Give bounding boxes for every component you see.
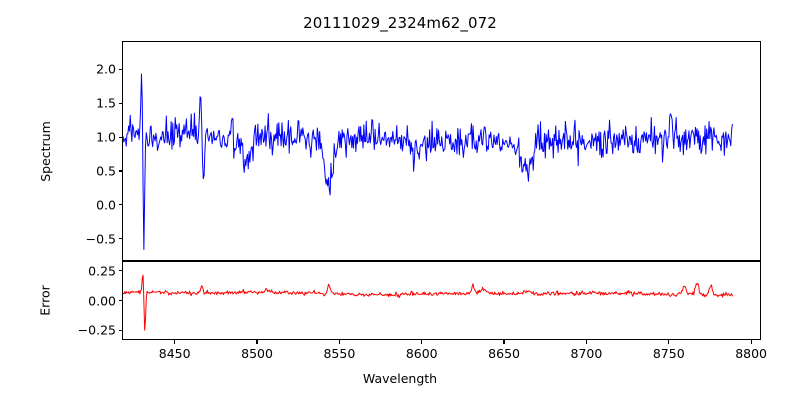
ytick-label-spectrum-5: 2.0 — [96, 61, 116, 77]
xtick-mark-3 — [421, 340, 423, 344]
xtick-label-6: 8750 — [652, 346, 685, 361]
ytick-label-spectrum-3: 1.0 — [96, 129, 116, 145]
ytick-label-spectrum-2: 0.5 — [96, 163, 116, 179]
y-axis-label-spectrum: Spectrum — [37, 120, 53, 182]
ytick-mark-spectrum-3 — [118, 136, 122, 138]
ytick-mark-error-1 — [118, 299, 122, 302]
error-plot-panel — [122, 261, 761, 340]
ytick-mark-spectrum-5 — [118, 68, 122, 71]
ytick-mark-error-0 — [118, 329, 122, 331]
xtick-mark-5 — [585, 340, 587, 344]
xtick-mark-2 — [338, 340, 340, 344]
xtick-mark-4 — [503, 340, 505, 344]
xtick-label-7: 8800 — [735, 346, 768, 361]
error-trace — [123, 274, 733, 331]
ytick-label-error-1: 0.00 — [88, 293, 116, 308]
ytick-label-spectrum-0: −0.5 — [85, 231, 116, 247]
ytick-mark-spectrum-2 — [118, 170, 122, 172]
ytick-label-error-0: −0.25 — [77, 322, 116, 338]
xtick-mark-6 — [668, 340, 670, 344]
xtick-label-3: 8600 — [405, 346, 438, 361]
ytick-mark-spectrum-0 — [118, 238, 122, 240]
xtick-mark-0 — [174, 340, 176, 344]
ytick-mark-error-2 — [118, 269, 122, 272]
ytick-mark-spectrum-4 — [118, 102, 122, 104]
ytick-label-error-2: 0.25 — [88, 263, 116, 279]
xtick-label-1: 8500 — [241, 346, 273, 361]
y-axis-label-error: Error — [37, 285, 53, 316]
ytick-label-spectrum-4: 1.5 — [96, 95, 116, 111]
figure-title: 20111029_2324m62_072 — [303, 14, 497, 32]
xtick-label-0: 8450 — [158, 346, 191, 361]
xtick-label-5: 8700 — [570, 346, 603, 361]
spectrum-plot-panel — [122, 41, 761, 261]
xtick-mark-1 — [256, 340, 258, 344]
ytick-label-spectrum-1: 0.0 — [96, 197, 116, 213]
x-axis-label: Wavelength — [362, 371, 438, 386]
ytick-mark-spectrum-1 — [118, 204, 122, 206]
xtick-label-4: 8650 — [488, 346, 520, 361]
spectrum-trace — [123, 73, 733, 251]
xtick-mark-7 — [750, 340, 752, 344]
xtick-label-2: 8550 — [323, 346, 356, 361]
